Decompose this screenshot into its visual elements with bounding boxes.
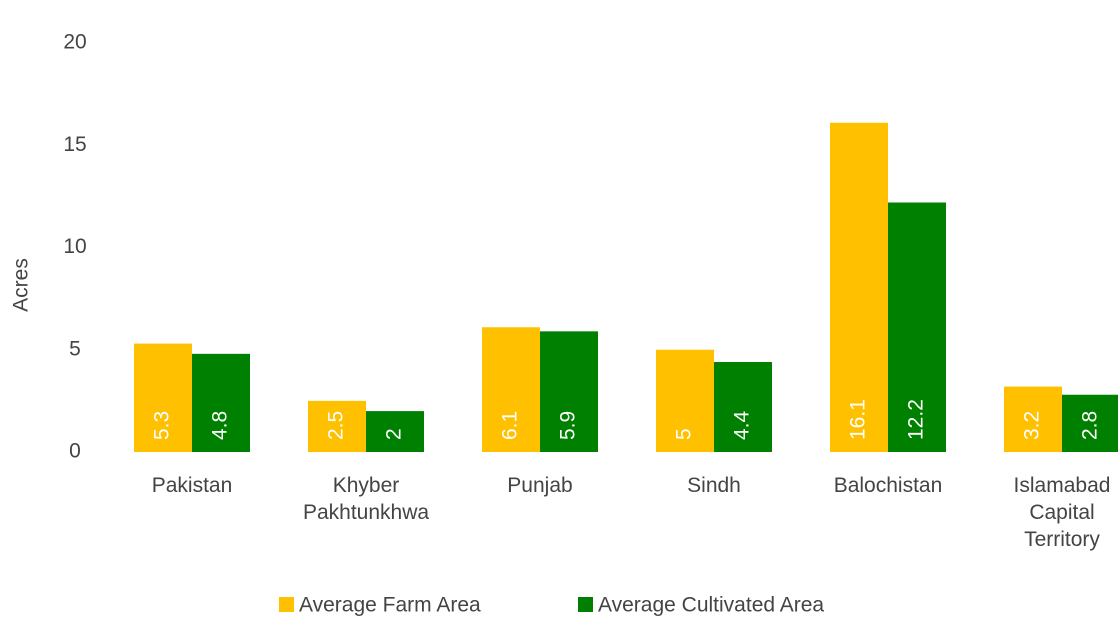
y-tick-label: 10 <box>63 235 86 258</box>
x-tick-label: Punjab <box>507 474 573 497</box>
legend-swatch <box>279 597 294 612</box>
x-tick-label: Khyber Pakhtunkhwa <box>302 474 430 524</box>
bar <box>656 349 714 452</box>
bar <box>830 122 888 452</box>
legend-label: Average Cultivated Area <box>598 594 824 617</box>
legend-label: Average Farm Area <box>299 594 481 617</box>
x-tick-label: Balochistan <box>833 474 943 497</box>
value-label: 5.3 <box>151 411 174 440</box>
value-label: 2.5 <box>325 411 348 440</box>
y-tick-label: 15 <box>63 133 86 156</box>
value-label: 4.8 <box>209 411 232 440</box>
y-tick-label: 20 <box>63 31 86 54</box>
value-label: 2.8 <box>1079 411 1102 440</box>
bar <box>1062 394 1118 452</box>
bar <box>192 353 250 452</box>
x-tick-label: Pakistan <box>151 474 233 497</box>
value-label: 2 <box>383 428 406 440</box>
x-tick-label: Islamabad Capital Territory <box>1013 474 1111 551</box>
value-label: 3.2 <box>1021 411 1044 440</box>
value-label: 5 <box>673 428 696 440</box>
y-tick-label: 5 <box>69 337 81 360</box>
bar <box>714 362 772 452</box>
legend-swatch <box>578 597 593 612</box>
x-tick-label: Sindh <box>687 474 741 497</box>
value-label: 5.9 <box>557 411 580 440</box>
bar <box>482 327 540 452</box>
bar <box>888 202 946 452</box>
y-tick-label: 0 <box>69 440 81 463</box>
bar <box>540 331 598 452</box>
value-label: 6.1 <box>499 411 522 440</box>
bar <box>366 411 424 452</box>
bar <box>134 343 192 452</box>
value-label: 16.1 <box>847 399 870 440</box>
value-label: 4.4 <box>731 410 754 440</box>
y-axis-label: Acres <box>10 258 33 312</box>
bar <box>1004 386 1062 452</box>
bar <box>308 400 366 452</box>
value-label: 12.2 <box>905 399 928 440</box>
